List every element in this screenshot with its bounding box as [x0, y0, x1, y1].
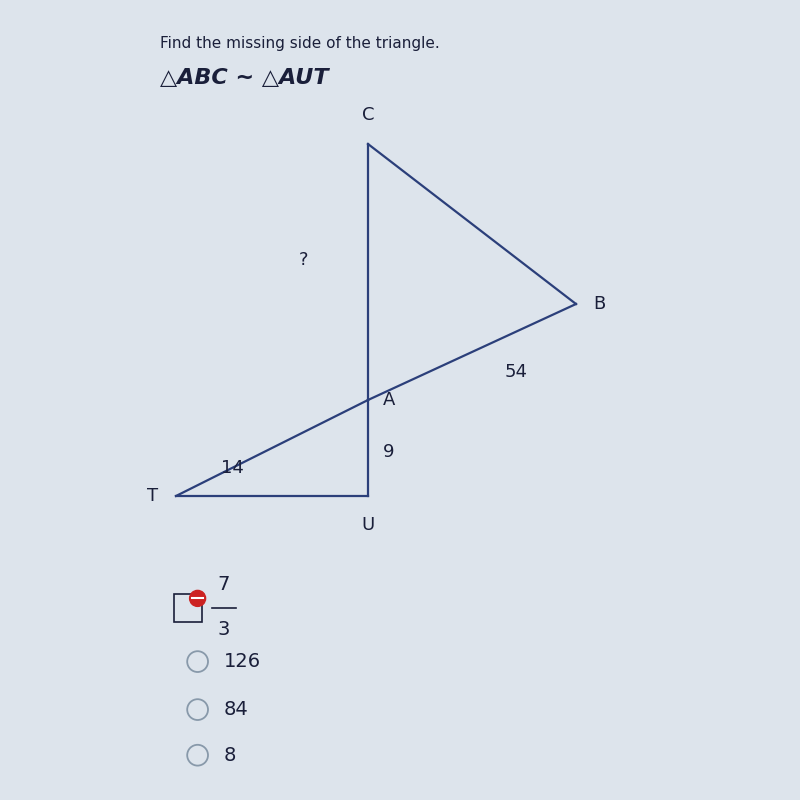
Text: T: T — [147, 487, 158, 505]
Text: 9: 9 — [382, 443, 394, 461]
Text: 54: 54 — [505, 363, 527, 381]
Text: △ABC ~ △AUT: △ABC ~ △AUT — [160, 68, 329, 88]
Text: ?: ? — [298, 251, 308, 269]
Text: C: C — [362, 106, 374, 124]
Text: 126: 126 — [224, 652, 261, 671]
Text: 84: 84 — [224, 700, 249, 719]
Text: Find the missing side of the triangle.: Find the missing side of the triangle. — [160, 36, 440, 51]
Circle shape — [190, 590, 206, 606]
Text: 8: 8 — [224, 746, 236, 765]
Text: 14: 14 — [221, 459, 244, 477]
Text: B: B — [594, 295, 606, 313]
Text: 3: 3 — [218, 620, 230, 639]
Text: A: A — [382, 391, 394, 409]
Text: 7: 7 — [218, 574, 230, 594]
Text: U: U — [362, 516, 374, 534]
